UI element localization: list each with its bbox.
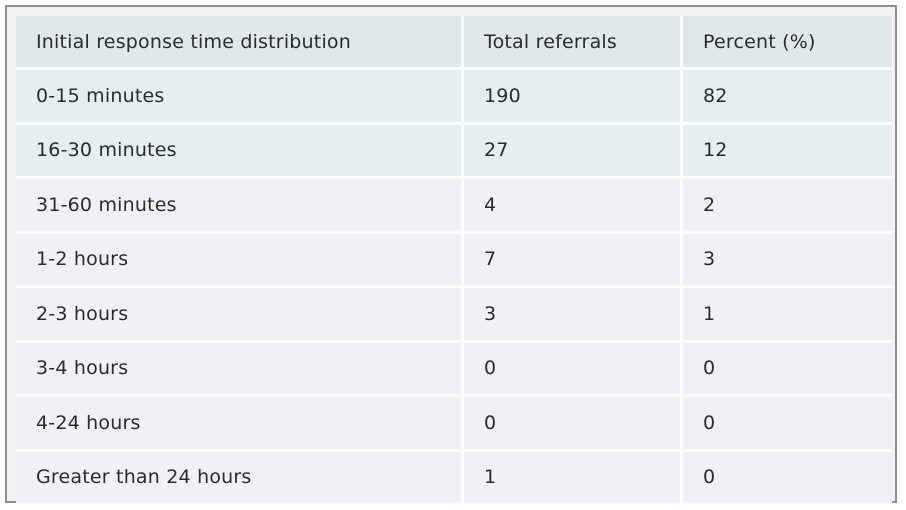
table-row: 0-15 minutes 190 82 [16, 70, 892, 125]
total-cell: 190 [464, 70, 683, 125]
interval-cell: 16-30 minutes [16, 124, 464, 179]
total-cell: 0 [464, 397, 683, 452]
table-row: 3-4 hours 0 0 [16, 342, 892, 397]
percent-cell: 82 [683, 70, 892, 125]
interval-cell: 4-24 hours [16, 397, 464, 452]
percent-cell: 3 [683, 233, 892, 288]
percent-cell: 12 [683, 124, 892, 179]
table-row: Greater than 24 hours 1 0 [16, 451, 892, 506]
percent-cell: 0 [683, 342, 892, 397]
interval-cell: Greater than 24 hours [16, 451, 464, 506]
column-header-percent: Percent (%) [683, 16, 892, 70]
table-row: 1-2 hours 7 3 [16, 233, 892, 288]
table-frame: Initial response time distribution Total… [5, 5, 897, 506]
table-row: 2-3 hours 3 1 [16, 288, 892, 343]
total-cell: 27 [464, 124, 683, 179]
response-time-table: Initial response time distribution Total… [16, 16, 892, 506]
table-row: 4-24 hours 0 0 [16, 397, 892, 452]
total-cell: 7 [464, 233, 683, 288]
percent-cell: 0 [683, 451, 892, 506]
interval-cell: 2-3 hours [16, 288, 464, 343]
percent-cell: 2 [683, 179, 892, 234]
table-row: 16-30 minutes 27 12 [16, 124, 892, 179]
percent-cell: 1 [683, 288, 892, 343]
table-header-row: Initial response time distribution Total… [16, 16, 892, 70]
interval-cell: 3-4 hours [16, 342, 464, 397]
interval-cell: 0-15 minutes [16, 70, 464, 125]
interval-cell: 31-60 minutes [16, 179, 464, 234]
percent-cell: 0 [683, 397, 892, 452]
interval-cell: 1-2 hours [16, 233, 464, 288]
total-cell: 3 [464, 288, 683, 343]
total-cell: 0 [464, 342, 683, 397]
total-cell: 4 [464, 179, 683, 234]
total-cell: 1 [464, 451, 683, 506]
column-header-total: Total referrals [464, 16, 683, 70]
column-header-interval: Initial response time distribution [16, 16, 464, 70]
table-row: 31-60 minutes 4 2 [16, 179, 892, 234]
